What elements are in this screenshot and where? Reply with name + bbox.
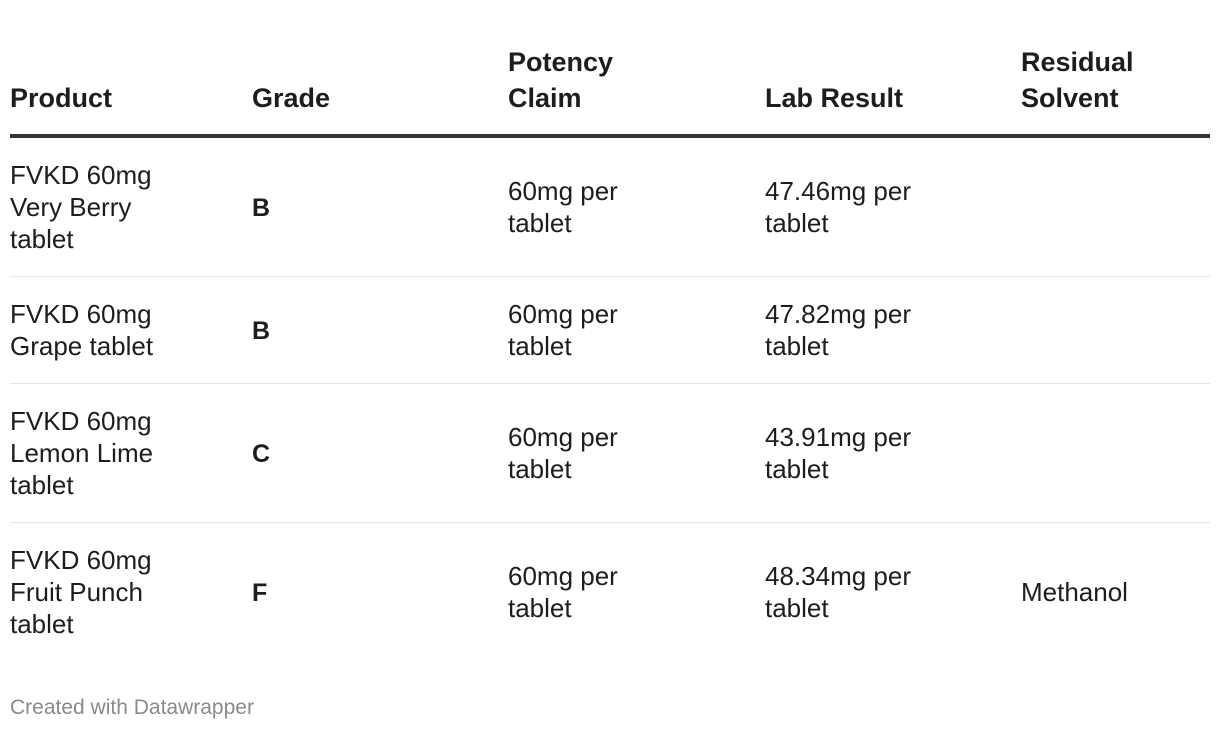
table-row: FVKD 60mg Lemon Lime tablet C 60mg per t… [10, 383, 1210, 523]
cell-product: FVKD 60mg Lemon Lime tablet [10, 383, 252, 523]
header-potency-claim-label: Potency Claim [508, 47, 614, 113]
header-row: Product Grade Potency Claim Lab Result R… [10, 44, 1210, 138]
cell-residual-solvent [1021, 383, 1210, 523]
cell-grade: B [252, 136, 508, 277]
header-grade[interactable]: Grade [252, 44, 508, 138]
data-table-container: Product Grade Potency Claim Lab Result R… [10, 44, 1210, 661]
header-lab-result[interactable]: Lab Result [765, 44, 1021, 138]
header-lab-result-label: Lab Result [765, 83, 904, 113]
cell-grade: C [252, 383, 508, 523]
cell-potency-claim: 60mg per tablet [508, 136, 765, 277]
cell-grade: F [252, 578, 268, 607]
header-grade-label: Grade [252, 83, 331, 113]
cell-lab-result: 47.46mg per tablet [765, 136, 1021, 277]
table-row: FVKD 60mg Grape tablet B 60mg per tablet… [10, 276, 1210, 384]
datawrapper-credit[interactable]: Created with Datawrapper [10, 696, 254, 719]
cell-potency-claim: 60mg per tablet [508, 276, 765, 384]
header-product[interactable]: Product [10, 44, 252, 138]
table-row: FVKD 60mg Very Berry tablet B 60mg per t… [10, 136, 1210, 277]
cell-grade: B [252, 276, 508, 384]
product-lab-results-table: Product Grade Potency Claim Lab Result R… [10, 44, 1210, 661]
table-body: FVKD 60mg Very Berry tablet B 60mg per t… [10, 136, 1210, 661]
header-residual-solvent-label: Residual Solvent [1021, 47, 1134, 113]
cell-residual-solvent: Methanol [1021, 577, 1128, 607]
cell-residual-solvent [1021, 276, 1210, 384]
header-product-label: Product [10, 83, 113, 113]
cell-product: FVKD 60mg Fruit Punch tablet [10, 545, 152, 639]
table-row: FVKD 60mg Fruit Punch tablet F 60mg per … [10, 523, 1210, 662]
cell-product: FVKD 60mg Grape tablet [10, 276, 252, 384]
cell-potency-claim: 60mg per tablet [508, 561, 618, 623]
cell-residual-solvent [1021, 136, 1210, 277]
header-potency-claim[interactable]: Potency Claim [508, 44, 765, 138]
table-header: Product Grade Potency Claim Lab Result R… [10, 44, 1210, 138]
cell-potency-claim: 60mg per tablet [508, 383, 765, 523]
cell-product: FVKD 60mg Very Berry tablet [10, 136, 252, 277]
cell-lab-result: 47.82mg per tablet [765, 276, 1021, 384]
cell-lab-result: 48.34mg per tablet [765, 561, 911, 623]
cell-lab-result: 43.91mg per tablet [765, 383, 1021, 523]
header-residual-solvent[interactable]: Residual Solvent [1021, 44, 1210, 138]
